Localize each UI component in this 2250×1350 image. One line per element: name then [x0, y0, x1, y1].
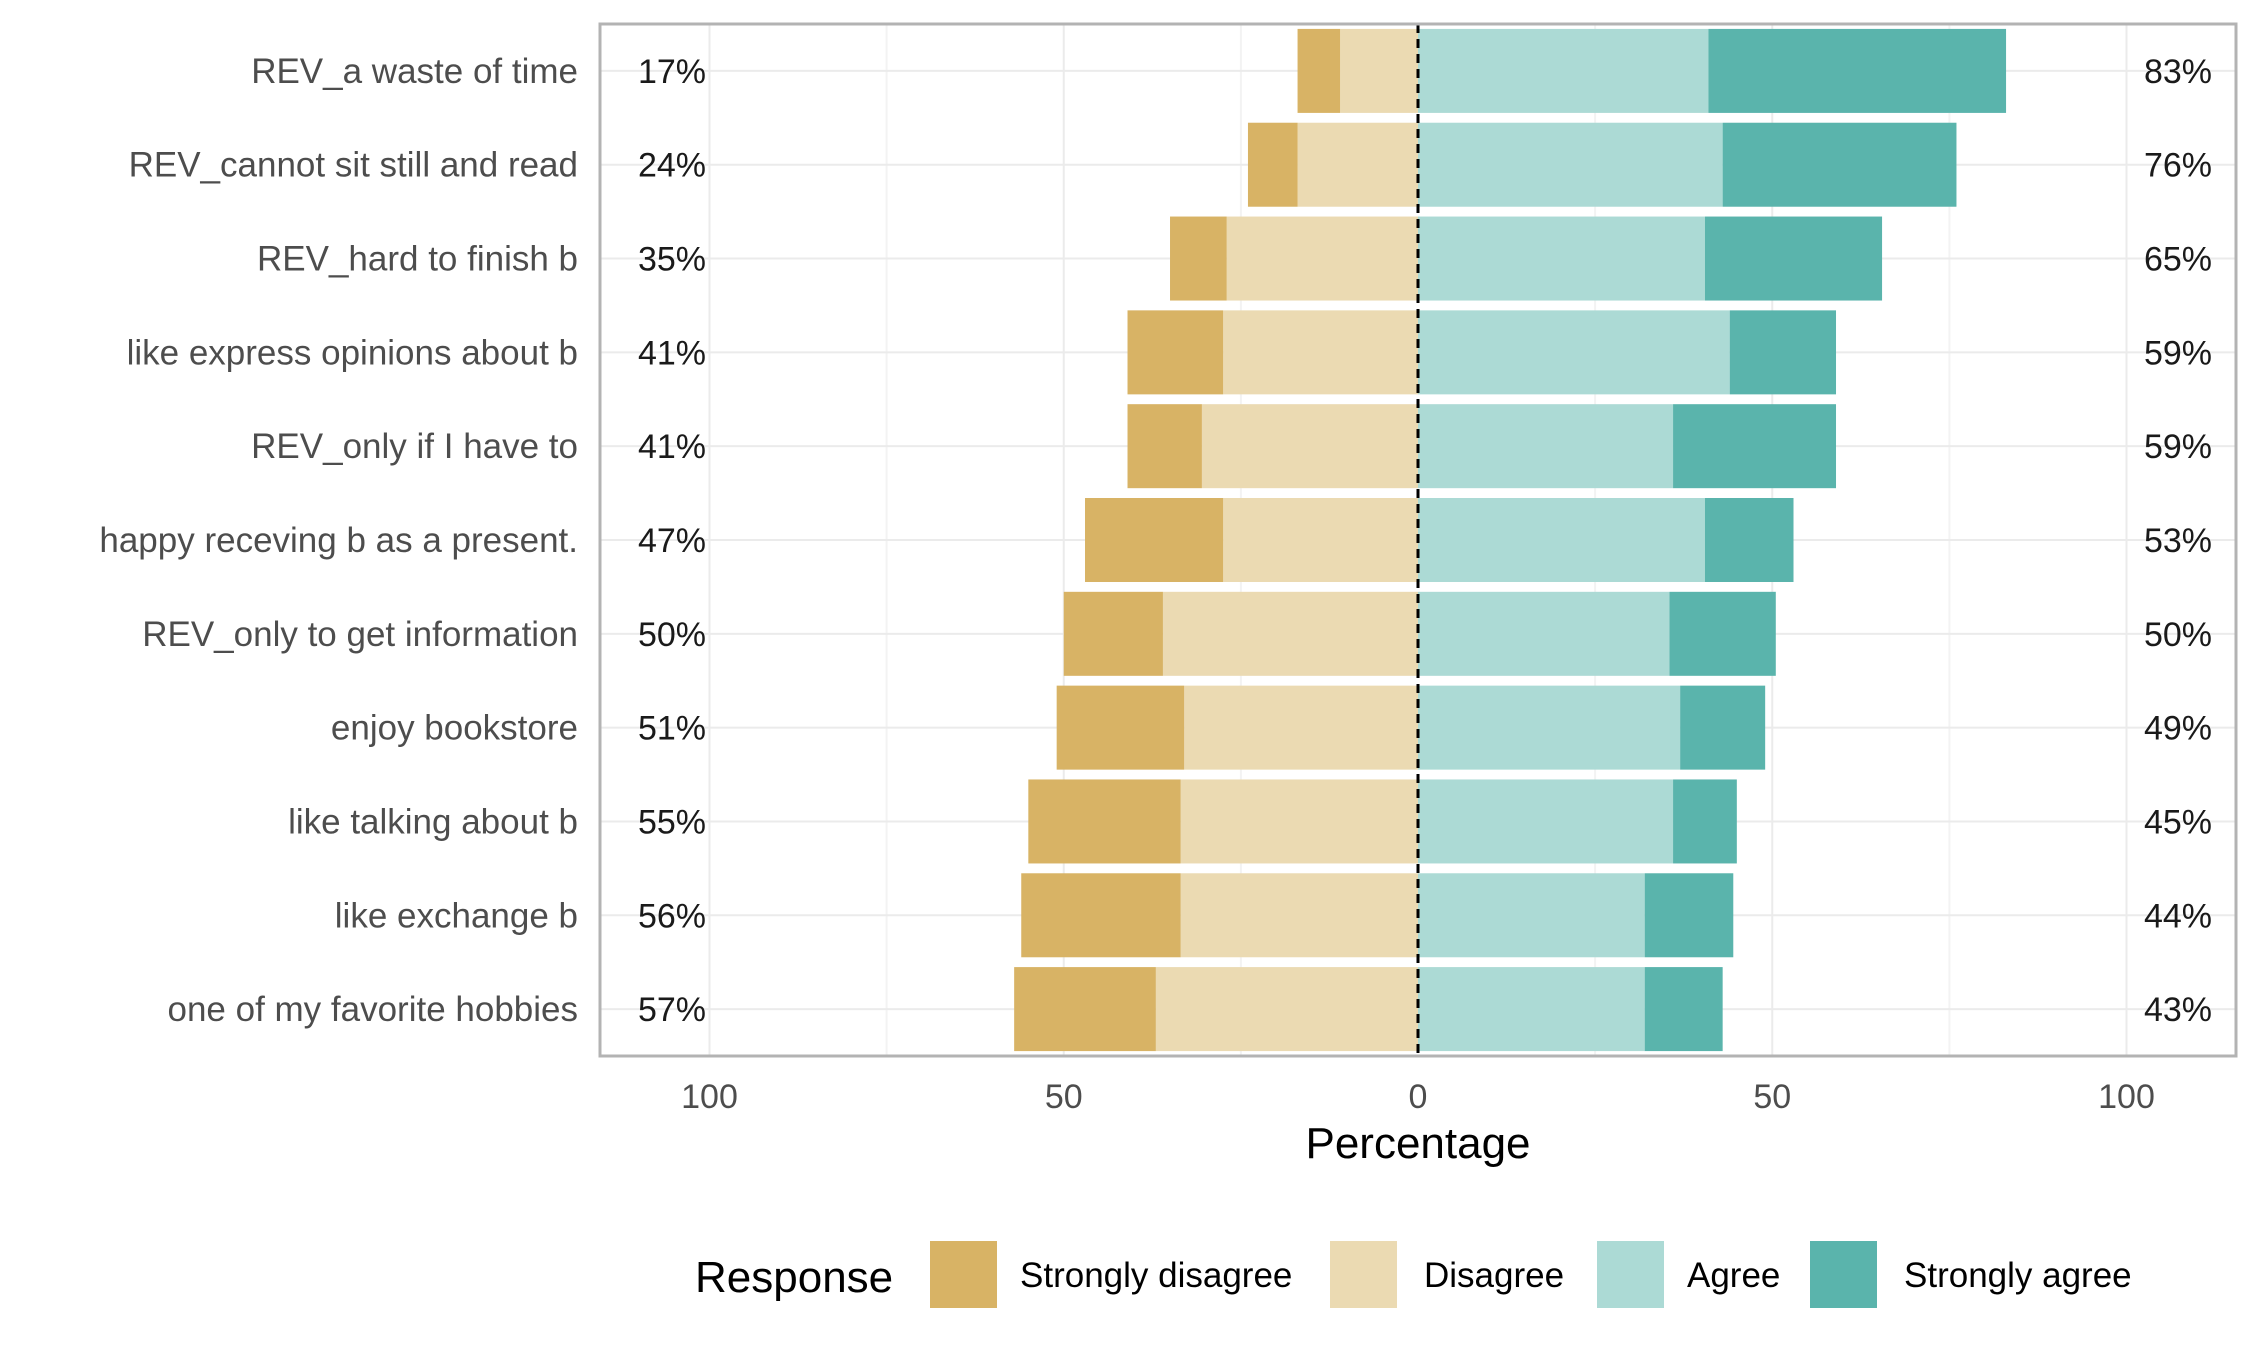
right-percent-label: 59%	[2144, 334, 2212, 372]
legend: Response Strongly disagree Disagree Agree S…	[695, 1241, 2132, 1308]
bar-strongly-disagree	[1170, 216, 1227, 301]
right-percent-label: 50%	[2144, 616, 2212, 654]
bar-agree	[1418, 498, 1705, 582]
legend-label: Disagree	[1424, 1256, 1564, 1295]
left-percent-label: 56%	[638, 897, 706, 935]
bar-strongly-disagree	[1127, 310, 1224, 395]
bar-agree	[1418, 28, 1709, 113]
bar-strongly-disagree	[1014, 967, 1156, 1052]
bar-strongly-agree	[1704, 216, 1883, 301]
bar-strongly-agree	[1704, 498, 1794, 582]
left-percent-label: 51%	[638, 710, 706, 748]
left-percent-label: 50%	[638, 616, 706, 654]
bar-strongly-disagree	[1063, 591, 1163, 676]
legend-key	[930, 1241, 997, 1308]
right-percent-label: 49%	[2144, 710, 2212, 748]
bar-disagree	[1226, 216, 1418, 301]
x-tick-label: 100	[2098, 1078, 2155, 1116]
left-percent-label: 47%	[638, 522, 706, 560]
bar-strongly-disagree	[1021, 873, 1181, 958]
left-percent-label: 41%	[638, 334, 706, 372]
x-axis-ticks: 100 50 0 50 100	[681, 1078, 2155, 1116]
bar-strongly-disagree	[1297, 28, 1341, 113]
bar-strongly-agree	[1680, 685, 1766, 770]
bar-strongly-agree	[1708, 28, 2007, 113]
x-tick-label: 50	[1753, 1078, 1791, 1116]
bar-disagree	[1223, 310, 1418, 395]
y-axis-label: like express opinions about b	[127, 333, 578, 372]
y-axis-label: happy receving b as a present.	[99, 521, 578, 560]
legend-title: Response	[695, 1253, 893, 1302]
bar-agree	[1418, 873, 1645, 958]
bar-disagree	[1162, 591, 1418, 676]
bar-disagree	[1155, 967, 1418, 1052]
bar-disagree	[1297, 122, 1418, 207]
y-axis-label: enjoy bookstore	[331, 709, 578, 748]
bar-strongly-agree	[1729, 310, 1837, 395]
x-tick-label: 0	[1409, 1078, 1428, 1116]
bar-agree	[1418, 122, 1723, 207]
bar-strongly-agree	[1722, 122, 1957, 207]
right-percent-label: 53%	[2144, 522, 2212, 560]
right-percent-label: 59%	[2144, 428, 2212, 466]
bar-agree	[1418, 216, 1705, 301]
y-axis-label: like exchange b	[335, 896, 578, 935]
bar-strongly-agree	[1669, 591, 1776, 676]
y-axis-label: REV_cannot sit still and read	[129, 146, 578, 185]
bar-strongly-agree	[1673, 779, 1737, 864]
bar-agree	[1418, 310, 1730, 395]
bar-agree	[1418, 591, 1670, 676]
bar-agree	[1418, 404, 1674, 489]
x-tick-label: 100	[681, 1078, 738, 1116]
x-tick-label: 50	[1045, 1078, 1083, 1116]
legend-key	[1330, 1241, 1397, 1308]
bar-disagree	[1180, 873, 1418, 958]
left-percent-label: 55%	[638, 803, 706, 841]
bar-disagree	[1340, 28, 1418, 113]
legend-label: Strongly agree	[1904, 1256, 2132, 1295]
y-axis-label: REV_only to get information	[142, 615, 578, 654]
left-percent-label: 17%	[638, 53, 706, 91]
bar-strongly-disagree	[1056, 685, 1185, 770]
bar-disagree	[1180, 779, 1418, 864]
bar-strongly-agree	[1644, 873, 1734, 958]
legend-label: Agree	[1687, 1256, 1780, 1295]
y-axis-label: like talking about b	[288, 802, 578, 841]
right-percent-label: 76%	[2144, 147, 2212, 185]
bar-agree	[1418, 967, 1645, 1052]
bar-agree	[1418, 685, 1681, 770]
bar-strongly-disagree	[1247, 122, 1298, 207]
right-percent-label: 83%	[2144, 53, 2212, 91]
x-axis-title: Percentage	[1305, 1119, 1530, 1168]
bar-agree	[1418, 779, 1674, 864]
right-percent-label: 44%	[2144, 897, 2212, 935]
left-percent-label: 57%	[638, 991, 706, 1029]
bar-strongly-disagree	[1085, 498, 1224, 582]
left-percent-label: 24%	[638, 147, 706, 185]
plot-border	[598, 22, 2238, 1058]
bar-disagree	[1201, 404, 1418, 489]
legend-label: Strongly disagree	[1020, 1256, 1292, 1295]
y-axis-label: one of my favorite hobbies	[167, 990, 578, 1029]
plot-area: REV_a waste of time 17% 83% REV_cannot sit …	[99, 22, 2238, 1058]
left-percent-label: 35%	[638, 241, 706, 279]
left-percent-label: 41%	[638, 428, 706, 466]
bar-strongly-disagree	[1028, 779, 1181, 864]
y-axis-label: REV_a waste of time	[251, 52, 578, 91]
right-percent-label: 43%	[2144, 991, 2212, 1029]
bar-strongly-agree	[1673, 404, 1837, 489]
bar-disagree	[1184, 685, 1418, 770]
y-axis-label: REV_hard to finish b	[257, 240, 578, 279]
right-percent-label: 45%	[2144, 803, 2212, 841]
legend-key	[1810, 1241, 1877, 1308]
bar-strongly-agree	[1644, 967, 1723, 1052]
right-percent-label: 65%	[2144, 241, 2212, 279]
legend-key	[1597, 1241, 1664, 1308]
bar-strongly-disagree	[1127, 404, 1202, 489]
bar-disagree	[1223, 498, 1418, 582]
y-axis-label: REV_only if I have to	[251, 427, 578, 466]
